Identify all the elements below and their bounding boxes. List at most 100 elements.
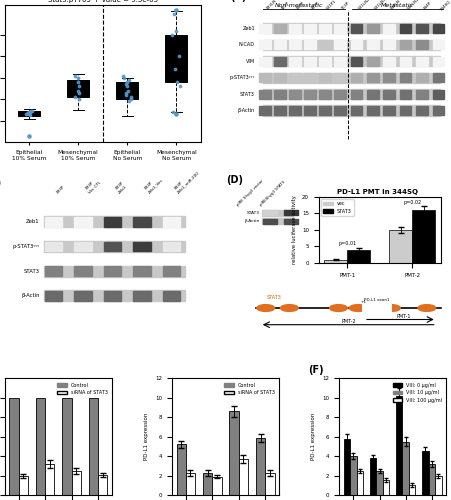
Legend: VIII: 0 μg/ml, VIII: 10 μg/ml, VIII: 100 μg/ml: VIII: 0 μg/ml, VIII: 10 μg/ml, VIII: 100… bbox=[391, 381, 444, 404]
Point bbox=[170, 108, 177, 116]
Text: β-Actin: β-Actin bbox=[21, 294, 40, 298]
Text: PD-L1 exon1: PD-L1 exon1 bbox=[364, 298, 390, 302]
Text: PMT-2: PMT-2 bbox=[341, 320, 355, 324]
Bar bbox=[203, 472, 212, 495]
Point bbox=[72, 93, 79, 101]
Text: 344P: 344P bbox=[423, 1, 433, 11]
Bar bbox=[289, 57, 301, 66]
Text: Non-metastatic: Non-metastatic bbox=[275, 3, 323, 8]
Point bbox=[25, 108, 32, 116]
Bar bbox=[262, 210, 293, 216]
Bar bbox=[263, 23, 440, 34]
Legend: Control, siRNA of STAT3: Control, siRNA of STAT3 bbox=[222, 381, 277, 397]
Bar bbox=[416, 57, 428, 66]
Point bbox=[121, 74, 128, 82]
Point bbox=[72, 72, 79, 80]
Text: 393P
Zeb1_Vec: 393P Zeb1_Vec bbox=[144, 174, 164, 195]
Point bbox=[122, 91, 129, 99]
Bar bbox=[74, 242, 92, 252]
Bar bbox=[351, 106, 362, 115]
Point bbox=[76, 96, 83, 104]
Bar bbox=[304, 73, 316, 82]
Bar bbox=[383, 57, 395, 66]
Text: 393P
Zeb1_miR-200: 393P Zeb1_miR-200 bbox=[174, 167, 201, 194]
Point bbox=[171, 66, 179, 74]
Bar bbox=[400, 106, 411, 115]
Bar bbox=[319, 73, 331, 82]
Text: pIREShyg3 STAT3: pIREShyg3 STAT3 bbox=[259, 180, 286, 207]
Bar bbox=[212, 476, 221, 495]
Bar bbox=[402, 442, 409, 495]
Bar bbox=[367, 90, 378, 98]
Point bbox=[169, 31, 176, 39]
Text: Zeb1: Zeb1 bbox=[242, 26, 255, 31]
Point bbox=[119, 72, 126, 80]
Bar bbox=[263, 210, 276, 216]
Ellipse shape bbox=[418, 304, 436, 312]
Text: 412P: 412P bbox=[281, 1, 290, 11]
Bar bbox=[45, 464, 55, 495]
Bar bbox=[74, 266, 92, 276]
Bar bbox=[367, 24, 378, 33]
Bar bbox=[304, 40, 316, 49]
Bar bbox=[357, 470, 363, 495]
Point bbox=[28, 108, 35, 116]
Text: PMT-1: PMT-1 bbox=[396, 314, 410, 320]
Bar bbox=[259, 106, 271, 115]
Text: p-STAT3ʸʸʸ: p-STAT3ʸʸʸ bbox=[230, 75, 255, 80]
Text: β-Actin: β-Actin bbox=[238, 108, 255, 113]
Bar bbox=[274, 73, 285, 82]
Bar bbox=[304, 24, 316, 33]
Point bbox=[25, 108, 32, 116]
Point bbox=[172, 26, 179, 34]
Bar bbox=[9, 398, 18, 495]
Bar bbox=[400, 73, 411, 82]
Bar bbox=[334, 106, 346, 115]
Bar bbox=[334, 57, 346, 66]
Text: PD-L1 PMT in 344SQ: PD-L1 PMT in 344SQ bbox=[337, 189, 418, 195]
Bar bbox=[163, 217, 180, 226]
Bar bbox=[400, 40, 411, 49]
Point bbox=[124, 86, 131, 94]
Bar bbox=[400, 24, 411, 33]
Bar bbox=[383, 24, 395, 33]
Bar bbox=[133, 217, 151, 226]
Point bbox=[22, 110, 29, 118]
Ellipse shape bbox=[382, 304, 400, 312]
Point bbox=[175, 52, 183, 60]
Bar bbox=[230, 412, 239, 495]
Bar bbox=[367, 73, 378, 82]
Text: VIM: VIM bbox=[246, 58, 255, 64]
Text: (D): (D) bbox=[226, 174, 244, 184]
Bar bbox=[351, 40, 362, 49]
Bar bbox=[45, 217, 62, 226]
Bar bbox=[289, 106, 301, 115]
Point bbox=[123, 89, 130, 97]
Point bbox=[26, 108, 33, 116]
Text: 531LN3: 531LN3 bbox=[373, 0, 387, 11]
Point bbox=[124, 82, 131, 90]
Bar bbox=[351, 73, 362, 82]
Text: Zeb1: Zeb1 bbox=[26, 220, 40, 224]
Point bbox=[126, 76, 133, 84]
Bar bbox=[62, 398, 72, 495]
Text: 393P
Zeb1: 393P Zeb1 bbox=[115, 181, 128, 194]
Bar bbox=[163, 291, 180, 301]
Bar bbox=[433, 73, 444, 82]
Text: 393P: 393P bbox=[296, 1, 306, 11]
PathPatch shape bbox=[116, 82, 138, 100]
Point bbox=[24, 109, 32, 117]
Bar bbox=[74, 291, 92, 301]
PathPatch shape bbox=[67, 80, 89, 97]
Bar bbox=[289, 90, 301, 98]
Bar bbox=[239, 459, 248, 495]
Point bbox=[76, 82, 83, 90]
Bar bbox=[416, 40, 428, 49]
Bar bbox=[370, 458, 376, 495]
Bar bbox=[416, 106, 428, 115]
Ellipse shape bbox=[281, 304, 298, 312]
Bar bbox=[304, 57, 316, 66]
Point bbox=[173, 6, 180, 14]
Bar bbox=[367, 40, 378, 49]
Bar bbox=[351, 90, 362, 98]
